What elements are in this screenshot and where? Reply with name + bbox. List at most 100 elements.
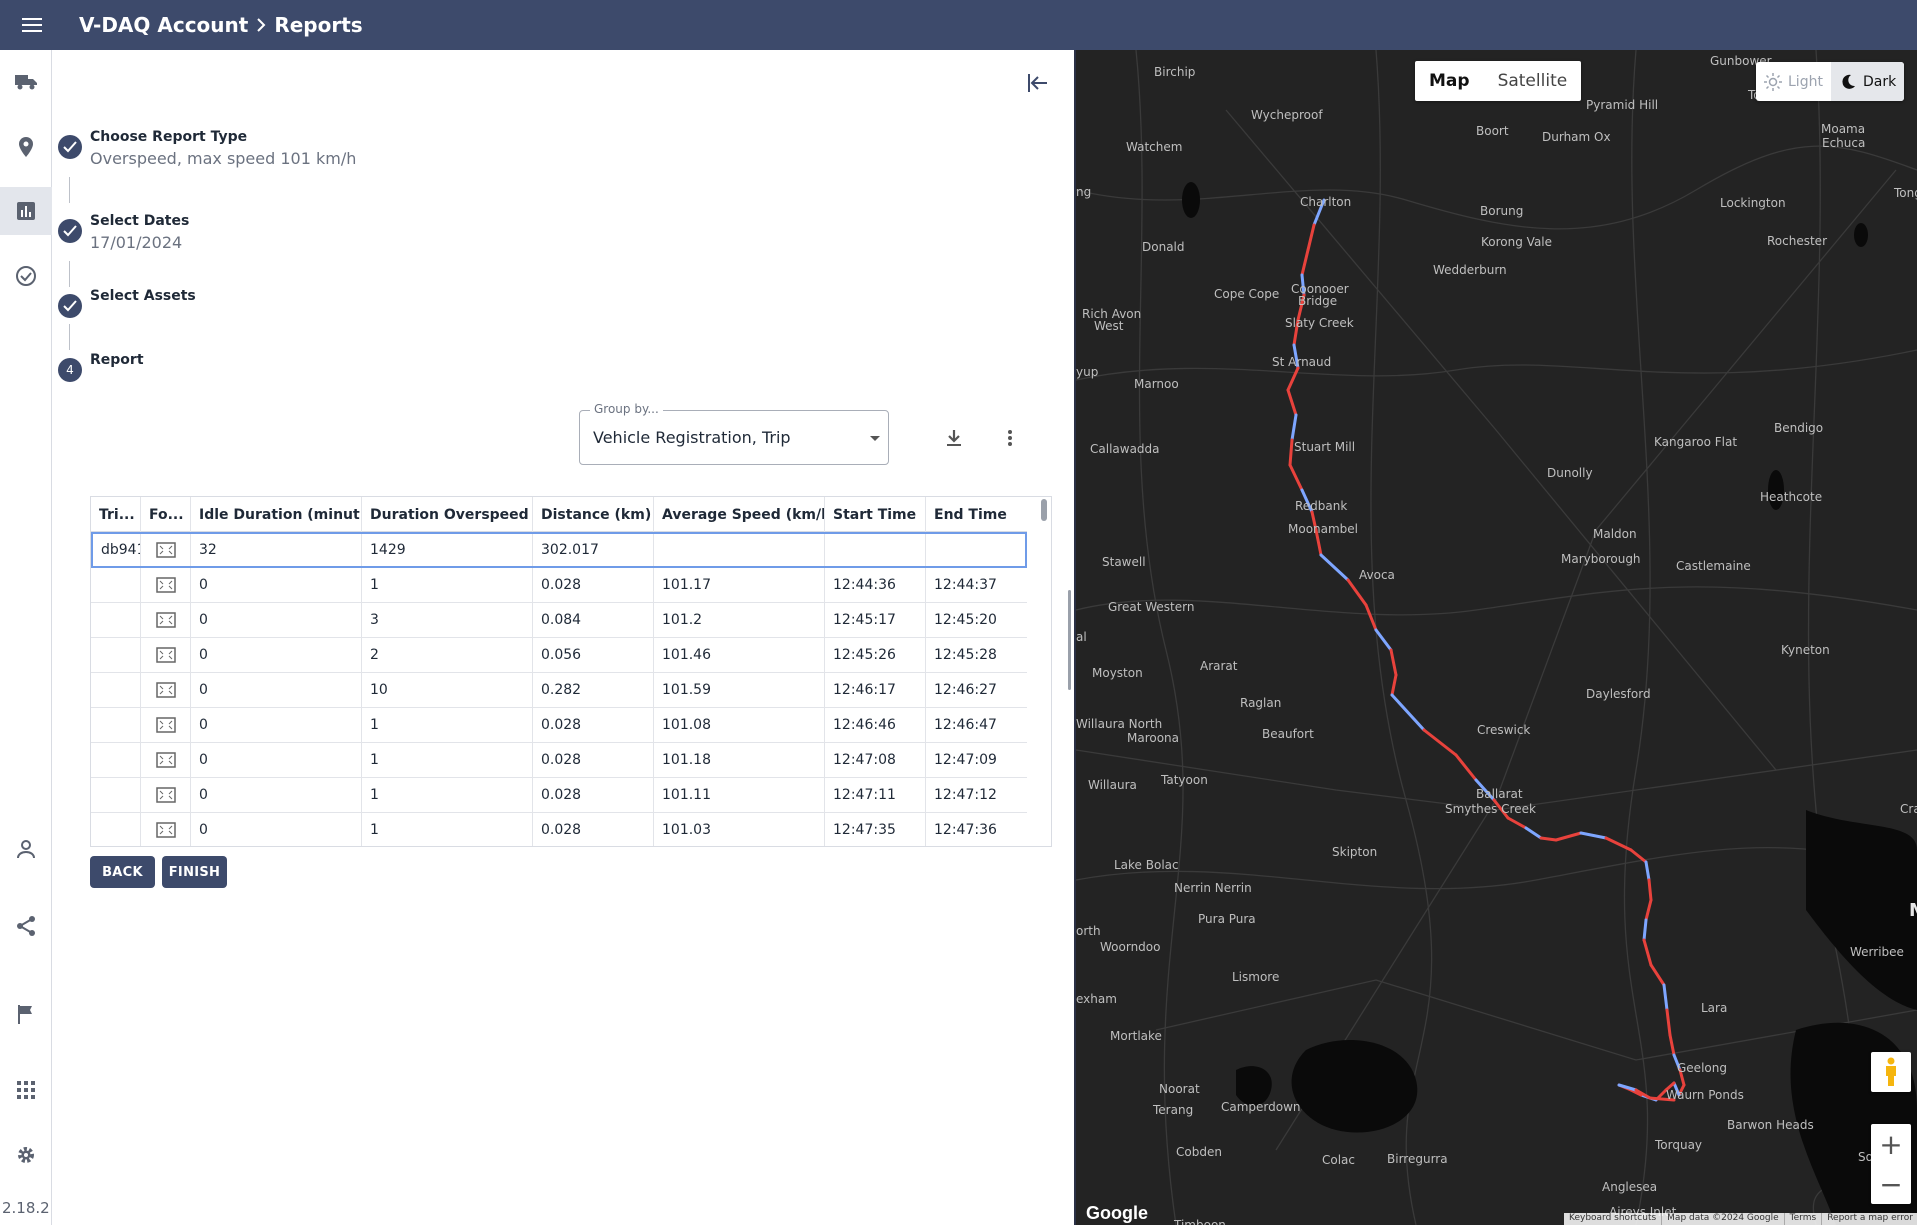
- cell-form[interactable]: [141, 638, 191, 672]
- cell-trip: db941: [93, 534, 141, 566]
- map-type-satellite[interactable]: Satellite: [1497, 71, 1568, 91]
- column-header-form[interactable]: Fo...: [141, 497, 191, 532]
- map-place-label: Korong Vale: [1481, 235, 1553, 249]
- rail-item-locations[interactable]: [0, 123, 52, 171]
- map-view[interactable]: Birchip Wycheproof Watchem Boort Durham Ox Py…: [1076, 50, 1917, 1225]
- more-options-button[interactable]: [992, 420, 1028, 456]
- map-place-label: Daylesford: [1586, 687, 1651, 701]
- rail-item-tasks[interactable]: [0, 252, 52, 300]
- map-place-label: Bendigo: [1774, 421, 1824, 435]
- cell-form[interactable]: [141, 813, 191, 846]
- route-segment-overspeed: [1665, 1008, 1672, 1037]
- table-row[interactable]: 0 3 0.084 101.2 12:45:17 12:45:20: [91, 603, 1027, 638]
- route-segment-overspeed: [1390, 673, 1398, 697]
- column-header-average-speed[interactable]: Average Speed (km/h): [654, 497, 825, 532]
- collapse-panel-button[interactable]: [1022, 67, 1054, 99]
- step-title: Select Dates: [90, 213, 190, 229]
- download-icon: [947, 430, 961, 446]
- table-group-row[interactable]: db941 32 1429 302.017: [91, 532, 1027, 568]
- breadcrumb-account[interactable]: V-DAQ Account: [79, 13, 249, 37]
- map-place-label: Anglesea: [1602, 1180, 1658, 1194]
- image-placeholder-icon: [155, 717, 176, 733]
- check-icon: [58, 135, 82, 159]
- splitter-handle[interactable]: [1068, 590, 1071, 690]
- cell-form[interactable]: [141, 778, 191, 812]
- cell-idle: 0: [191, 638, 362, 672]
- download-button[interactable]: [936, 420, 972, 456]
- column-header-start-time[interactable]: Start Time: [825, 497, 926, 532]
- route-segment-overspeed: [1346, 578, 1368, 607]
- rail-item-assets[interactable]: [0, 58, 52, 106]
- map-place-label: Lockington: [1720, 196, 1786, 210]
- cell-duration: 1: [362, 743, 533, 777]
- moon-icon: [1842, 74, 1855, 89]
- report-map-error-link[interactable]: Report a map error: [1821, 1213, 1917, 1225]
- map-place-label: Kangaroo Flat: [1654, 435, 1738, 449]
- cell-form[interactable]: [141, 743, 191, 777]
- cell-duration: 3: [362, 603, 533, 637]
- route-segment-overspeed: [1604, 836, 1633, 852]
- back-button[interactable]: BACK: [90, 856, 155, 888]
- cell-form[interactable]: [141, 673, 191, 707]
- rail-item-users[interactable]: [0, 825, 52, 873]
- table-row[interactable]: 0 1 0.028 101.08 12:46:46 12:46:47: [91, 708, 1027, 743]
- column-header-distance[interactable]: Distance (km): [533, 497, 654, 532]
- table-scrollbar[interactable]: [1041, 499, 1047, 521]
- cell-end: [926, 534, 1025, 566]
- cell-form[interactable]: [141, 708, 191, 742]
- table-row[interactable]: 0 1 0.028 101.17 12:44:36 12:44:37: [91, 568, 1027, 603]
- cell-idle: 0: [191, 603, 362, 637]
- column-header-end-time[interactable]: End Time: [934, 506, 1007, 523]
- table-row[interactable]: 0 10 0.282 101.59 12:46:17 12:46:27: [91, 673, 1027, 708]
- rail-item-apps[interactable]: [0, 1066, 52, 1114]
- panel-splitter[interactable]: [1074, 50, 1076, 1225]
- theme-dark-label: Dark: [1862, 73, 1897, 90]
- hamburger-icon: [22, 18, 42, 32]
- cell-form[interactable]: [141, 534, 191, 566]
- hamburger-menu-button[interactable]: [0, 0, 64, 50]
- table-row[interactable]: 0 1 0.028 101.03 12:47:35 12:47:36: [91, 813, 1027, 846]
- cell-end: 12:47:09: [934, 752, 997, 768]
- column-header-idle-duration[interactable]: Idle Duration (minut...: [191, 497, 362, 532]
- cell-duration: 1: [362, 778, 533, 812]
- map-place-label: Colac: [1322, 1153, 1356, 1167]
- table-row[interactable]: 0 1 0.028 101.18 12:47:08 12:47:09: [91, 743, 1027, 778]
- street-view-pegman[interactable]: [1871, 1052, 1911, 1092]
- column-header-trip[interactable]: Tri...: [91, 497, 141, 532]
- route-segment-overspeed: [1678, 1068, 1686, 1087]
- share-icon: [17, 916, 35, 936]
- finish-button[interactable]: FINISH: [162, 856, 227, 888]
- rail-item-flags[interactable]: [0, 990, 52, 1038]
- table-header: Tri... Fo... Idle Duration (minut... Dur…: [91, 497, 1027, 532]
- map-place-label: Borung: [1480, 204, 1524, 218]
- route-segment-overspeed: [1629, 848, 1648, 864]
- map-place-label: Redbank: [1295, 499, 1348, 513]
- map-place-label: Kyneton: [1781, 643, 1830, 657]
- route-segment: [1579, 831, 1608, 840]
- report-table: Tri... Fo... Idle Duration (minut... Dur…: [90, 496, 1052, 847]
- step-title: Choose Report Type: [90, 129, 248, 145]
- step-subtitle: 17/01/2024: [90, 233, 183, 252]
- map-type-map[interactable]: Map: [1429, 71, 1470, 91]
- group-by-select[interactable]: Group by... Vehicle Registration, Trip: [579, 402, 889, 465]
- map-place-label: Nerrin Nerrin: [1174, 881, 1252, 895]
- cell-form[interactable]: [141, 568, 191, 602]
- rail-item-reports[interactable]: [0, 187, 52, 235]
- map-place-label: Willaura North: [1076, 717, 1163, 731]
- keyboard-shortcuts-link[interactable]: Keyboard shortcuts: [1569, 1213, 1657, 1223]
- theme-light-option[interactable]: Light: [1756, 62, 1831, 101]
- zoom-in-button[interactable]: +: [1879, 1127, 1903, 1161]
- check-icon: [58, 219, 82, 243]
- cell-form[interactable]: [141, 603, 191, 637]
- terms-link[interactable]: Terms: [1783, 1213, 1822, 1225]
- sun-icon: [1764, 72, 1782, 91]
- zoom-out-button[interactable]: −: [1879, 1167, 1903, 1201]
- route-segment: [1374, 628, 1393, 652]
- rail-item-share[interactable]: [0, 902, 52, 950]
- table-row[interactable]: 0 2 0.056 101.46 12:45:26 12:45:28: [91, 638, 1027, 673]
- rail-item-settings[interactable]: [0, 1131, 52, 1179]
- table-row[interactable]: 0 1 0.028 101.11 12:47:11 12:47:12: [91, 778, 1027, 813]
- column-header-duration-overspeed[interactable]: Duration Overspeed ...: [362, 497, 533, 532]
- theme-dark-option[interactable]: Dark: [1830, 62, 1905, 101]
- map-place-label: Craigieb: [1900, 802, 1917, 816]
